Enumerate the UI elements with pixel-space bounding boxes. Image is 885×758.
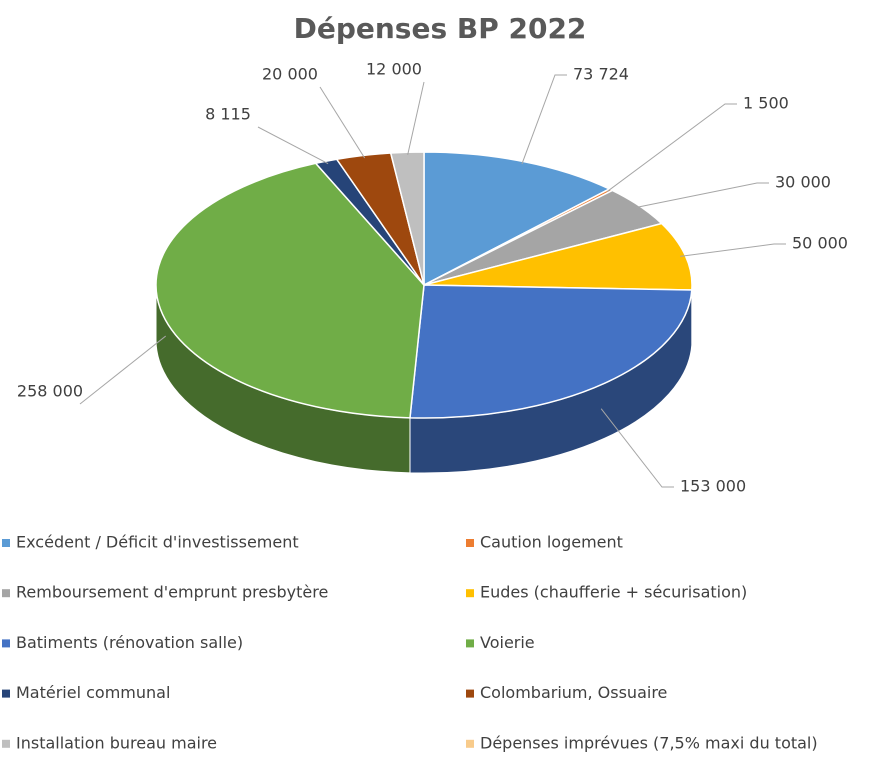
data-label: 153 000 [680, 477, 746, 496]
data-label: 1 500 [743, 94, 789, 113]
pie-tops [155, 151, 693, 419]
legend-marker [2, 539, 10, 547]
legend-label: Dépenses imprévues (7,5% maxi du total) [480, 733, 818, 752]
legend-marker [466, 539, 474, 547]
data-label: 8 115 [205, 105, 251, 124]
leader-line [407, 81, 425, 156]
pie-slice [409, 284, 693, 419]
pie-slice [155, 162, 425, 419]
legend-label: Batiments (rénovation salle) [16, 633, 243, 652]
legend-label: Caution logement [480, 533, 623, 552]
legend-marker [466, 689, 474, 698]
pie-slice [423, 151, 612, 287]
leader-line [680, 243, 786, 257]
data-label: 50 000 [792, 234, 848, 253]
pie-slice [389, 151, 425, 286]
leader-line [257, 126, 329, 165]
legend-label: Remboursement d'emprunt presbytère [16, 583, 328, 602]
leader-line [79, 335, 166, 405]
legend-label: Installation bureau maire [16, 733, 217, 752]
legend-marker [2, 739, 10, 748]
legend-marker [466, 639, 474, 648]
leader-line [319, 86, 366, 159]
legend-marker [2, 689, 10, 698]
data-label: 30 000 [775, 173, 831, 192]
legend-label: Colombarium, Ossuaire [480, 683, 667, 702]
legend: Excédent / Déficit d'investissement Cauti… [2, 533, 818, 752]
data-label: 73 724 [573, 65, 629, 84]
legend-label: Voierie [480, 633, 535, 652]
legend-marker [466, 739, 474, 748]
legend-marker [2, 589, 10, 598]
legend-label: Matériel communal [16, 683, 170, 702]
leader-line [606, 103, 737, 192]
legend-label: Eudes (chaufferie + sécurisation) [480, 583, 747, 602]
legend-marker [466, 589, 474, 598]
chart-title: Dépenses BP 2022 [294, 12, 587, 45]
legend-label: Excédent / Déficit d'investissement [16, 533, 299, 552]
data-label: 12 000 [366, 60, 422, 79]
data-label: 20 000 [262, 65, 318, 84]
leader-line [600, 408, 674, 488]
leader-line [521, 74, 567, 165]
legend-marker [2, 639, 10, 648]
data-label: 258 000 [17, 382, 83, 401]
data-labels: 73 724 1 500 30 000 50 000 153 000 258 000 8 1… [17, 60, 848, 496]
leader-line [635, 182, 769, 209]
